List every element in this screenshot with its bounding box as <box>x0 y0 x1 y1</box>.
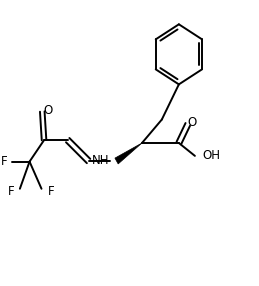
Text: F: F <box>48 184 54 198</box>
Text: F: F <box>1 155 7 168</box>
Text: OH: OH <box>203 149 220 162</box>
Text: NH: NH <box>91 154 109 167</box>
Text: O: O <box>188 116 197 130</box>
Text: F: F <box>8 185 14 198</box>
Polygon shape <box>115 143 142 164</box>
Text: O: O <box>43 104 53 117</box>
